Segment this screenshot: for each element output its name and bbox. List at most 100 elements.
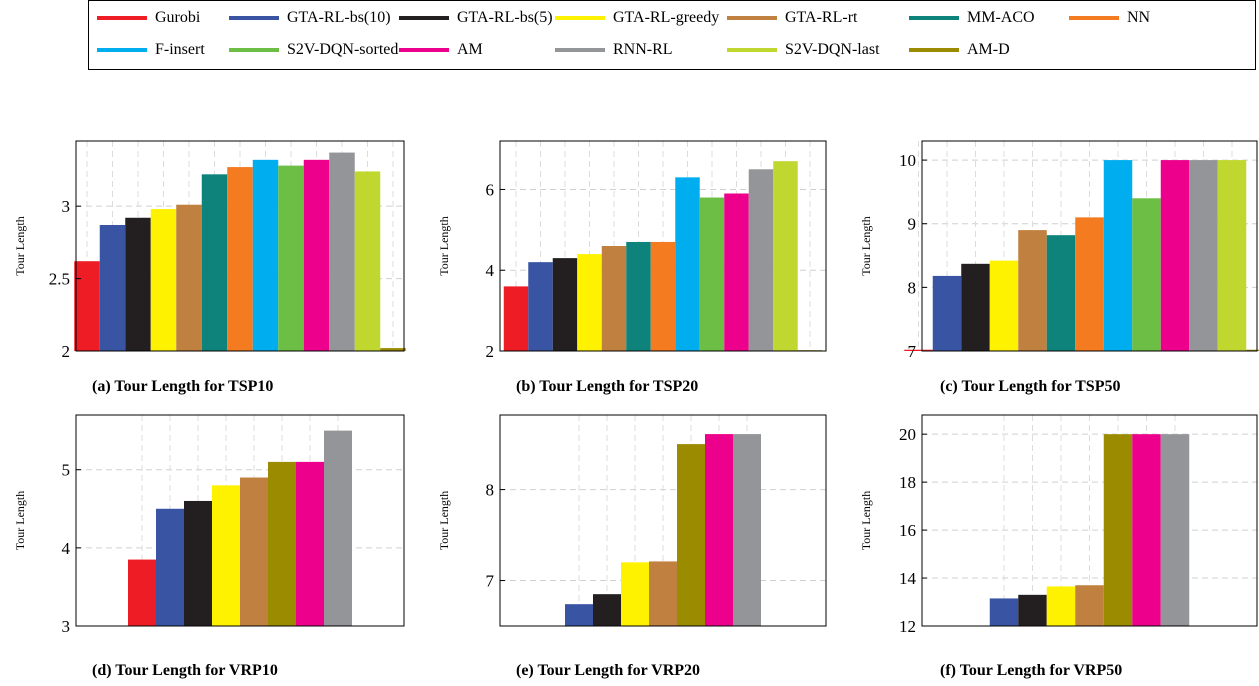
legend-swatch [909,48,959,52]
legend-item: GTA-RL-bs(5) [399,7,553,29]
bar [1160,160,1190,351]
bar [252,159,279,351]
y-tick-label: 5 [62,461,71,480]
legend-item: MM-ACO [909,7,1035,29]
bar [621,562,649,626]
bar [1075,585,1104,626]
chart-caption: (d) Tour Length for VRP10 [92,662,278,679]
bar [150,209,177,351]
bar [278,165,304,351]
bar [601,246,627,351]
y-tick-label: 16 [899,521,916,540]
bar [773,161,798,351]
bar [503,286,529,351]
legend-item: AM [399,39,483,61]
legend-item: F-insert [97,39,205,61]
plot-frame [921,414,1258,627]
legend-item: Gurobi [97,7,200,29]
y-axis-label: Tour Length [437,216,451,275]
bar [1132,434,1161,626]
bar [1103,434,1133,626]
legend-item: RNN-RL [555,39,673,61]
y-tick-label: 6 [486,180,495,199]
plot-frame [921,140,1258,352]
bar [303,159,330,351]
y-tick-label: 3 [62,197,71,216]
bar [176,204,202,351]
bar [125,217,151,351]
legend-label: GTA-RL-rt [785,9,858,26]
legend-item: GTA-RL-bs(10) [229,7,391,29]
bar [212,485,240,626]
bar [699,197,725,351]
y-tick-label: 3 [62,617,71,636]
chart-caption: (a) Tour Length for TSP10 [92,378,274,395]
legend: Gurobi GTA-RL-bs(10) GTA-RL-bs(5) GTA-RL-gr… [88,0,1256,70]
y-tick-label: 10 [899,151,916,170]
legend-label: S2V-DQN-sorted [287,41,399,58]
plot-frame [499,140,827,352]
legend-item: GTA-RL-greedy [555,7,719,29]
bar [99,225,126,351]
bar [296,461,324,626]
bar [1132,198,1161,351]
bar-chart-2: 2 4 6 Tour Length [437,140,827,361]
y-tick-label: 2.5 [49,270,70,289]
y-tick-label: 8 [908,278,917,297]
bar [268,461,296,626]
legend-swatch [555,48,605,52]
legend-item: S2V-DQN-last [727,39,880,61]
legend-label: GTA-RL-greedy [613,9,720,26]
bar [1075,217,1104,351]
plot-frame [499,414,827,627]
bar [565,604,593,626]
legend-swatch [555,16,605,20]
legend-item: GTA-RL-rt [727,7,857,29]
y-axis-label: Tour Length [437,491,451,550]
bar [201,174,228,351]
bar [1160,434,1190,626]
bar [74,261,100,351]
bar-chart-5: 7 8 Tour Length [437,414,827,627]
bar [184,500,212,626]
bar [329,152,355,351]
y-tick-label: 7 [908,342,917,361]
chart-caption: (c) Tour Length for TSP50 [940,378,1121,395]
legend-label: GTA-RL-bs(10) [287,9,391,26]
bar [156,508,184,626]
y-axis-label: Tour Length [13,216,27,275]
plot-frame [75,140,405,352]
bar [240,477,268,626]
y-tick-label: 18 [899,473,916,492]
legend-swatch [97,16,147,20]
legend-swatch [1069,16,1119,20]
y-tick-label: 4 [62,539,71,558]
bar [1189,160,1218,351]
chart-caption: (f) Tour Length for VRP50 [940,662,1123,679]
legend-swatch [909,16,959,20]
bar [932,275,962,351]
bar [961,263,990,351]
bar-chart-4: 3 4 5 Tour Length [13,414,405,636]
legend-label: RNN-RL [613,41,673,58]
y-tick-label: 20 [899,425,916,444]
bar [1018,230,1047,351]
legend-swatch [727,16,777,20]
y-axis-label: Tour Length [859,216,873,275]
y-tick-label: 7 [486,572,495,591]
bar [1246,349,1259,351]
bar [677,444,705,626]
legend-label: S2V-DQN-last [785,41,880,58]
y-tick-label: 2 [62,342,71,361]
bar [626,241,651,351]
legend-label: MM-ACO [967,9,1035,26]
legend-label: AM [457,41,483,58]
bar [354,171,381,351]
bar [593,594,621,626]
bar [650,241,676,351]
bar [528,262,553,351]
bar [1217,160,1247,351]
bar [1046,235,1076,351]
legend-swatch [229,48,279,52]
bar [724,193,749,351]
